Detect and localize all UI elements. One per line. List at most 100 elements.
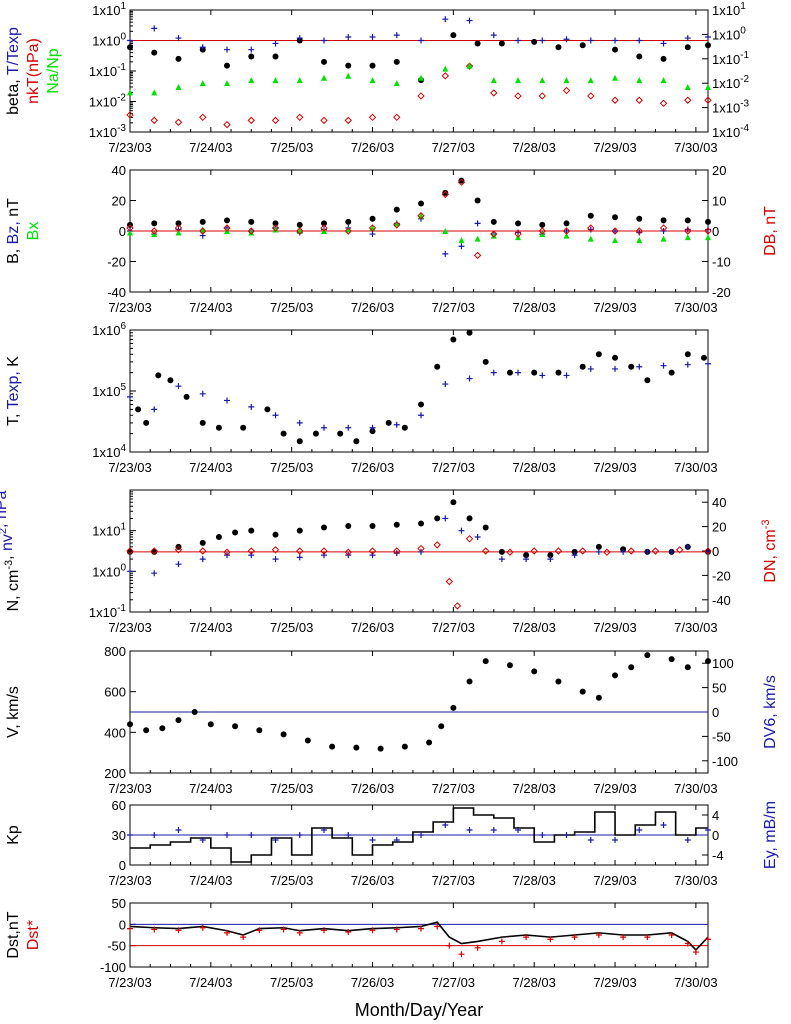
data-point [296,832,303,838]
x-tick-label: 7/24/03 [189,300,232,315]
data-point [393,550,400,557]
data-point [296,35,303,42]
right-y-tick-label: 1x10-4 [712,123,750,140]
data-point [692,949,699,956]
data-point [450,336,457,343]
series-kp-0 [130,807,708,863]
data-point [393,421,400,428]
data-point [175,561,182,568]
x-tick-label: 7/27/03 [432,140,475,155]
y-axis-label: B, Bz, nT [5,198,22,264]
data-point [345,226,352,233]
data-point [498,40,505,47]
series-dst-0 [129,921,709,952]
data-point [272,53,279,60]
data-point [393,58,400,65]
data-point [595,351,602,358]
data-point [320,116,328,125]
data-point [417,92,425,100]
data-point [393,32,400,39]
data-point [127,44,133,51]
data-point [523,552,530,559]
data-point [458,243,465,250]
data-point [127,832,133,838]
data-point [579,42,586,49]
data-point [272,412,279,419]
x-tick-label: 7/30/03 [674,873,717,888]
data-point [183,393,190,400]
right-y-tick-label: 20 [712,163,726,178]
x-tick-label: 7/23/03 [108,781,151,796]
data-point [271,116,280,125]
data-point [418,37,425,44]
data-point [612,214,619,221]
data-point [490,369,497,376]
y2-axis-label: Ey, mB/m [762,801,779,869]
data-point [256,927,263,934]
data-point [151,832,158,838]
data-point [393,521,400,528]
series-bfield-3 [126,178,712,260]
data-point [248,77,255,84]
data-point [644,377,651,384]
data-point [660,235,667,242]
data-point [247,227,255,235]
data-point [321,552,328,559]
data-point [272,226,279,233]
data-point [636,77,643,84]
left-y-tick-label: 400 [104,725,126,740]
data-point [466,375,473,382]
data-point [659,99,668,108]
data-point [563,372,570,379]
data-point [595,932,602,938]
data-point [684,664,691,671]
series-density-2 [126,535,712,610]
series-beta-2 [126,62,712,129]
data-point [167,377,174,384]
left-y-tick-label: 1x105 [92,382,126,399]
right-y-tick-label: -10 [712,255,731,270]
x-tick-label: 7/23/03 [108,300,151,315]
data-point [223,224,231,232]
data-point [256,727,263,734]
data-point [418,412,425,419]
right-y-tick-label: 1x101 [712,1,746,18]
data-point [466,827,473,833]
x-tick-label: 7/25/03 [270,300,313,315]
data-point [457,178,466,186]
data-point [571,552,578,559]
data-point [369,224,376,231]
data-point [684,217,691,224]
data-point [675,546,684,554]
data-point [321,220,328,227]
data-point [418,212,425,219]
x-tick-label: 7/29/03 [593,140,636,155]
data-point [595,548,602,555]
data-point [401,743,408,750]
series-beta-1 [127,16,711,53]
data-point [539,832,546,838]
data-point [135,406,142,413]
left-y-tick-label: 1x100 [92,562,126,579]
data-point [369,77,376,84]
data-point [538,92,546,100]
x-tick-label: 7/23/03 [108,620,151,635]
right-y-tick-label: 4 [712,808,719,823]
left-y-tick-label: 60 [112,798,126,813]
data-point [175,383,182,390]
right-y-tick-label: 0 [712,224,719,239]
data-point [547,936,554,943]
data-point [441,190,449,199]
data-point [635,96,643,104]
panel-kp: 7/23/03 7/24/03 7/25/03 7/26/03 7/27/03 7/28/… [5,798,779,888]
data-point [458,951,465,958]
data-point [684,940,691,947]
data-point [271,224,280,232]
right-y-tick-label: -40 [712,593,731,608]
data-point [523,556,530,563]
data-point [248,403,255,410]
data-point [515,369,522,376]
data-point [296,227,304,235]
data-point [515,827,522,833]
data-point [151,49,158,56]
